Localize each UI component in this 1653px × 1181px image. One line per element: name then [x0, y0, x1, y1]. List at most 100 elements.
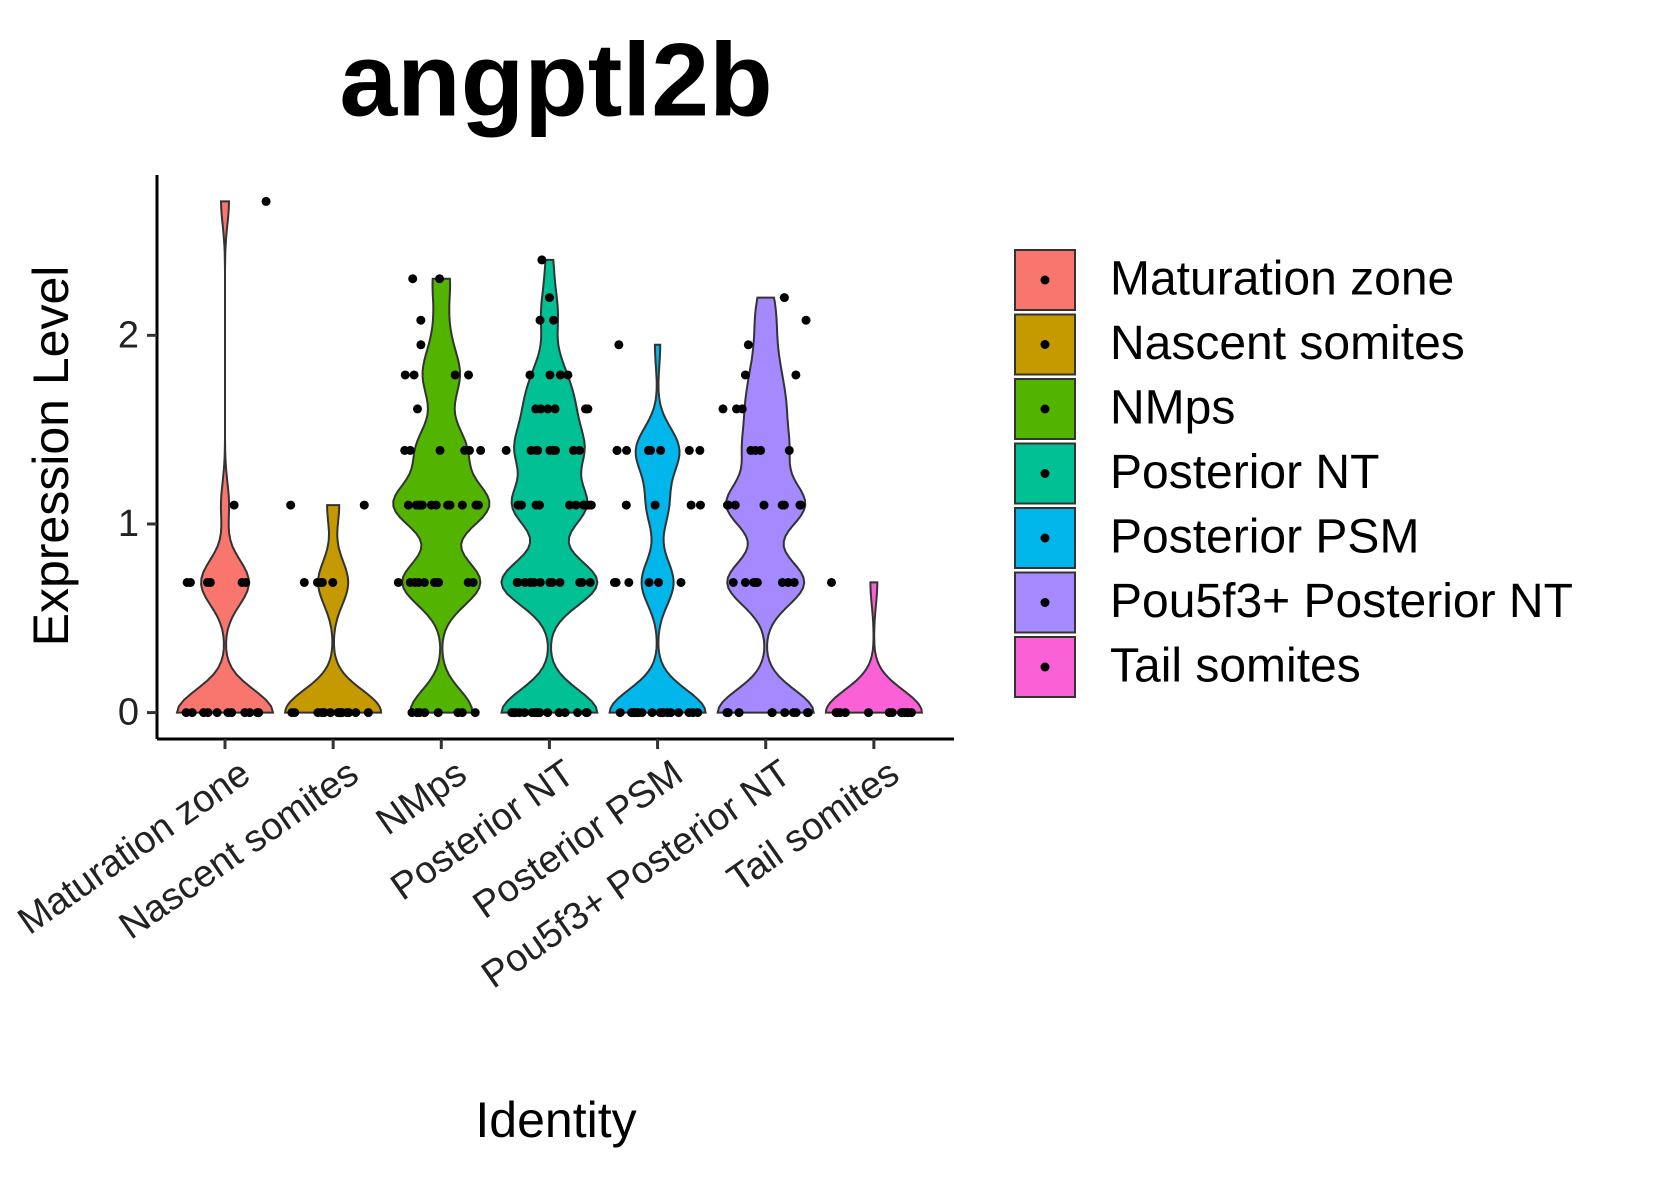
data-point: [252, 708, 262, 718]
data-point: [286, 500, 296, 510]
data-point: [471, 500, 481, 510]
data-point: [777, 577, 787, 587]
data-point: [403, 500, 413, 510]
data-point: [732, 404, 742, 414]
data-point: [182, 577, 192, 587]
data-point: [555, 370, 565, 380]
data-point: [412, 404, 422, 414]
data-point: [299, 577, 309, 587]
data-point: [759, 500, 769, 510]
data-point: [411, 500, 421, 510]
data-point: [393, 577, 403, 587]
data-point: [621, 500, 631, 510]
data-point: [550, 404, 560, 414]
data-point: [537, 255, 547, 265]
data-point: [734, 708, 744, 718]
data-point: [801, 315, 811, 325]
data-point: [674, 708, 684, 718]
data-point: [624, 577, 634, 587]
data-point: [508, 708, 518, 718]
y-tick-label: 1: [118, 503, 139, 545]
data-point: [520, 577, 530, 587]
violin: [824, 581, 924, 714]
data-point: [802, 708, 812, 718]
x-axis-label: Identity: [475, 1092, 636, 1148]
data-point: [647, 708, 657, 718]
data-point: [464, 370, 474, 380]
data-point: [835, 708, 845, 718]
data-point: [407, 708, 417, 718]
data-point: [746, 445, 756, 455]
data-point: [400, 445, 410, 455]
data-point: [583, 404, 593, 414]
legend-dot: [1040, 662, 1050, 672]
data-point: [571, 500, 581, 510]
legend-label: Pou5f3+ Posterior NT: [1110, 575, 1573, 628]
legend-dot: [1040, 340, 1050, 349]
data-point: [622, 445, 632, 455]
data-point: [633, 708, 643, 718]
data-point: [545, 577, 555, 587]
data-point: [223, 708, 233, 718]
data-point: [464, 445, 474, 455]
data-point: [549, 315, 559, 325]
legend-dot: [1040, 404, 1050, 414]
data-point: [445, 500, 455, 510]
data-point: [337, 708, 347, 718]
data-point: [656, 445, 666, 455]
data-point: [545, 445, 555, 455]
data-point: [779, 293, 789, 303]
data-point: [287, 708, 297, 718]
data-point: [435, 274, 445, 284]
data-point: [584, 500, 594, 510]
data-point: [450, 370, 460, 380]
data-point: [501, 445, 511, 455]
legend-label: Nascent somites: [1110, 317, 1465, 370]
data-point: [676, 577, 686, 587]
data-point: [740, 370, 750, 380]
data-point: [686, 500, 696, 510]
data-point: [644, 577, 654, 587]
data-point: [432, 577, 442, 587]
data-point: [535, 577, 545, 587]
legend-dot: [1040, 598, 1050, 607]
legend-dot: [1040, 275, 1050, 285]
data-point: [777, 500, 787, 510]
data-point: [316, 577, 326, 587]
data-point: [585, 577, 595, 587]
y-axis-label: Expression Level: [23, 266, 79, 647]
data-point: [611, 577, 621, 587]
data-point: [767, 708, 777, 718]
data-point: [534, 500, 544, 510]
data-point: [826, 577, 836, 587]
legend-label: Posterior PSM: [1110, 511, 1419, 564]
chart-title: angptl2b: [339, 22, 772, 138]
data-point: [535, 315, 545, 325]
data-point: [643, 445, 653, 455]
data-point: [900, 708, 910, 718]
data-point: [328, 577, 338, 587]
data-point: [409, 370, 419, 380]
y-tick-label: 2: [118, 314, 139, 356]
data-point: [400, 370, 410, 380]
data-point: [543, 708, 553, 718]
data-point: [470, 708, 480, 718]
y-tick-label: 0: [118, 692, 139, 734]
data-point: [555, 577, 565, 587]
data-point: [887, 708, 897, 718]
violin: [608, 343, 707, 714]
data-point: [435, 445, 445, 455]
data-point: [363, 708, 373, 718]
data-point: [743, 340, 753, 350]
data-point: [695, 500, 705, 510]
data-point: [780, 708, 790, 718]
data-point: [796, 500, 806, 510]
data-point: [614, 340, 624, 350]
data-point: [419, 577, 429, 587]
legend-label: Maturation zone: [1110, 253, 1454, 306]
data-point: [575, 445, 585, 455]
data-point: [573, 708, 583, 718]
data-point: [476, 445, 486, 455]
data-point: [612, 445, 622, 455]
data-point: [750, 577, 760, 587]
